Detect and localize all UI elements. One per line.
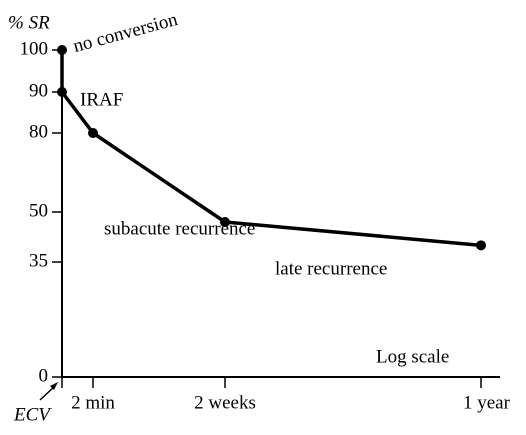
x-tick-label: 1 year [463,392,511,413]
annotation: late recurrence [275,258,387,279]
annotation: IRAF [80,89,123,110]
x-scale-label: Log scale [376,346,449,367]
x-tick-label: ECV [13,404,52,425]
x-tick-label: 2 min [71,392,115,413]
y-tick-label: 0 [39,365,49,386]
point [220,217,230,227]
line [60,50,482,248]
y-tick-label: 80 [29,121,48,142]
y-tick-label: 50 [29,200,48,221]
point [88,128,98,138]
annotation: subacute recurrence [104,218,255,239]
y-axis-label: % SR [8,12,50,33]
point [476,240,486,251]
y-tick-label: 90 [29,80,48,101]
y-tick-label: 100 [20,38,49,59]
y-tick-label: 35 [29,250,48,271]
annotation: no conversion [71,9,180,57]
ecv-arrowhead [50,382,58,390]
point [57,45,67,55]
x-tick-label: 2 weeks [194,392,256,413]
point [57,87,67,97]
